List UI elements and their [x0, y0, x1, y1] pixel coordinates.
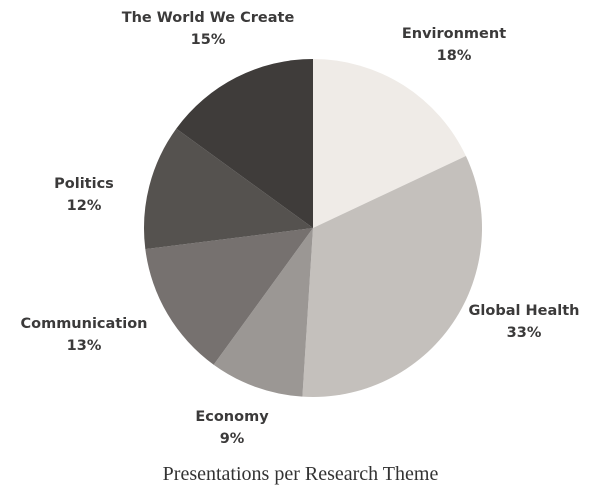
slice-percent-label: 9% [220, 431, 245, 447]
slice-label: Politics [54, 176, 114, 192]
pie-slice-the-world-we-create [176, 58, 313, 228]
slice-percent-label: 33% [507, 325, 542, 341]
pie-slice-environment [313, 59, 466, 228]
pie-slices [143, 58, 483, 398]
pie-labels: Environment 18% Global Health 33% Economy 9% C… [20, 10, 579, 447]
pie-slice-communication [145, 228, 313, 365]
slice-label: Environment [402, 26, 506, 42]
slice-percent-label: 13% [67, 338, 102, 354]
pie-slice-politics [143, 128, 313, 250]
slice-label: Global Health [469, 303, 580, 319]
slice-label: Economy [195, 409, 269, 425]
slice-label: The World We Create [122, 10, 295, 26]
slice-label: Communication [20, 316, 147, 332]
slice-percent-label: 15% [191, 32, 226, 48]
slice-percent-label: 12% [67, 198, 102, 214]
slice-percent-label: 18% [437, 48, 472, 64]
chart-title: Presentations per Research Theme [162, 463, 439, 485]
pie-slice-economy [213, 228, 313, 397]
pie-slice-global-health [302, 156, 483, 398]
